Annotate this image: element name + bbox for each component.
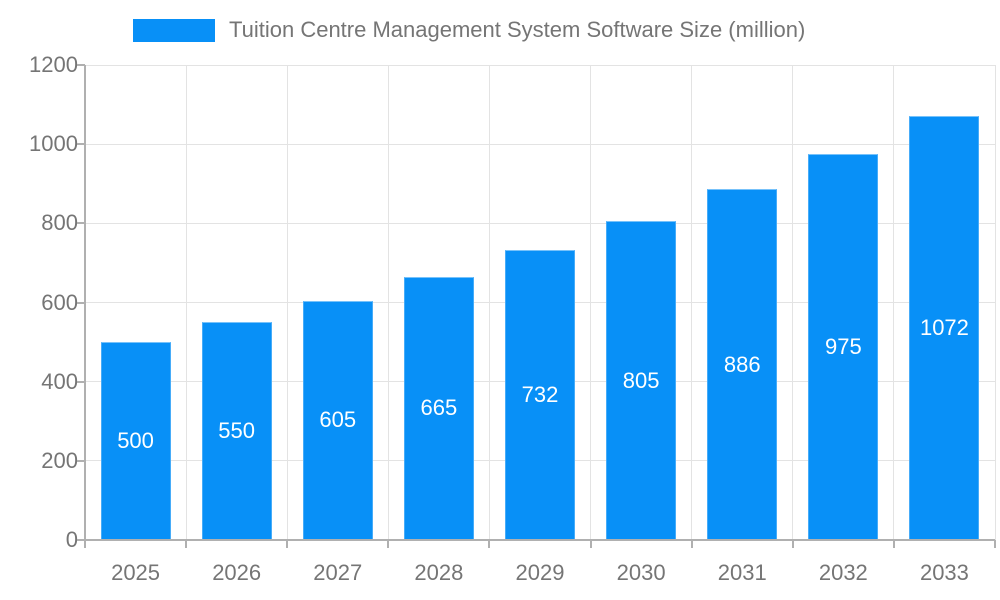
- bar-2030[interactable]: [606, 221, 677, 540]
- y-axis-label: 800: [41, 210, 78, 236]
- plot-area: 500 550 605 665 732 805 886 975 1072: [85, 64, 996, 540]
- x-axis-tick: [892, 540, 895, 548]
- x-axis-tick: [994, 540, 996, 548]
- x-axis-label: 2033: [919, 560, 969, 585]
- gridline-vertical: [691, 65, 693, 540]
- bar-2032[interactable]: [808, 154, 879, 540]
- legend-label: Tuition Centre Management System Softwar…: [229, 17, 806, 42]
- x-axis-line: [84, 539, 995, 541]
- gridline-vertical: [792, 65, 794, 540]
- y-axis-label: 400: [41, 368, 78, 394]
- x-axis-tick: [690, 540, 693, 548]
- gridline-vertical: [286, 65, 288, 540]
- legend-swatch: [133, 18, 215, 42]
- y-axis-label: 0: [65, 527, 78, 552]
- x-axis-label: 2032: [818, 560, 868, 585]
- y-axis-tick: [77, 539, 85, 541]
- y-axis-tick: [77, 64, 85, 66]
- x-axis-label: 2025: [111, 560, 161, 585]
- bar-2028[interactable]: [403, 276, 474, 540]
- x-axis-label: 2028: [414, 560, 464, 585]
- x-axis-tick: [589, 540, 592, 548]
- bar-2031[interactable]: [707, 189, 778, 540]
- gridline-horizontal: [85, 64, 995, 66]
- gridline-horizontal: [85, 143, 995, 145]
- y-axis-tick: [77, 459, 85, 462]
- bar-2027[interactable]: [302, 300, 373, 540]
- bar-2026[interactable]: [201, 322, 272, 540]
- y-axis-tick: [77, 380, 85, 383]
- bar-2025[interactable]: [100, 342, 171, 540]
- y-axis-label: 200: [41, 447, 78, 473]
- x-axis-label: 2031: [717, 560, 767, 585]
- x-axis-label: 2027: [313, 560, 363, 585]
- y-axis-line: [84, 65, 86, 548]
- bar-2029[interactable]: [505, 250, 575, 540]
- x-axis-tick: [84, 540, 86, 548]
- x-axis-label: 2030: [616, 560, 666, 585]
- y-axis-label: 1200: [29, 52, 78, 77]
- x-axis-label: 2029: [515, 560, 565, 585]
- x-axis-tick: [791, 540, 794, 548]
- x-axis-tick: [286, 540, 289, 548]
- y-axis-tick: [77, 143, 85, 146]
- x-axis-label: 2026: [212, 560, 262, 585]
- y-axis-tick: [77, 301, 85, 304]
- gridline-vertical: [893, 65, 895, 540]
- y-axis-label: 1000: [29, 131, 78, 157]
- gridline-vertical: [387, 65, 389, 540]
- y-axis-label: 600: [41, 289, 78, 315]
- gridline-vertical: [994, 65, 996, 540]
- y-axis-tick: [77, 222, 85, 225]
- gridline-vertical: [488, 65, 490, 540]
- x-axis-tick: [387, 540, 390, 548]
- x-axis-tick: [185, 540, 188, 548]
- x-axis-tick: [488, 540, 491, 548]
- gridline-vertical: [185, 65, 187, 540]
- gridline-vertical: [590, 65, 592, 540]
- gridline-horizontal: [85, 222, 995, 224]
- legend[interactable]: Tuition Centre Management System Softwar…: [133, 17, 805, 43]
- bar-2033[interactable]: [909, 115, 980, 540]
